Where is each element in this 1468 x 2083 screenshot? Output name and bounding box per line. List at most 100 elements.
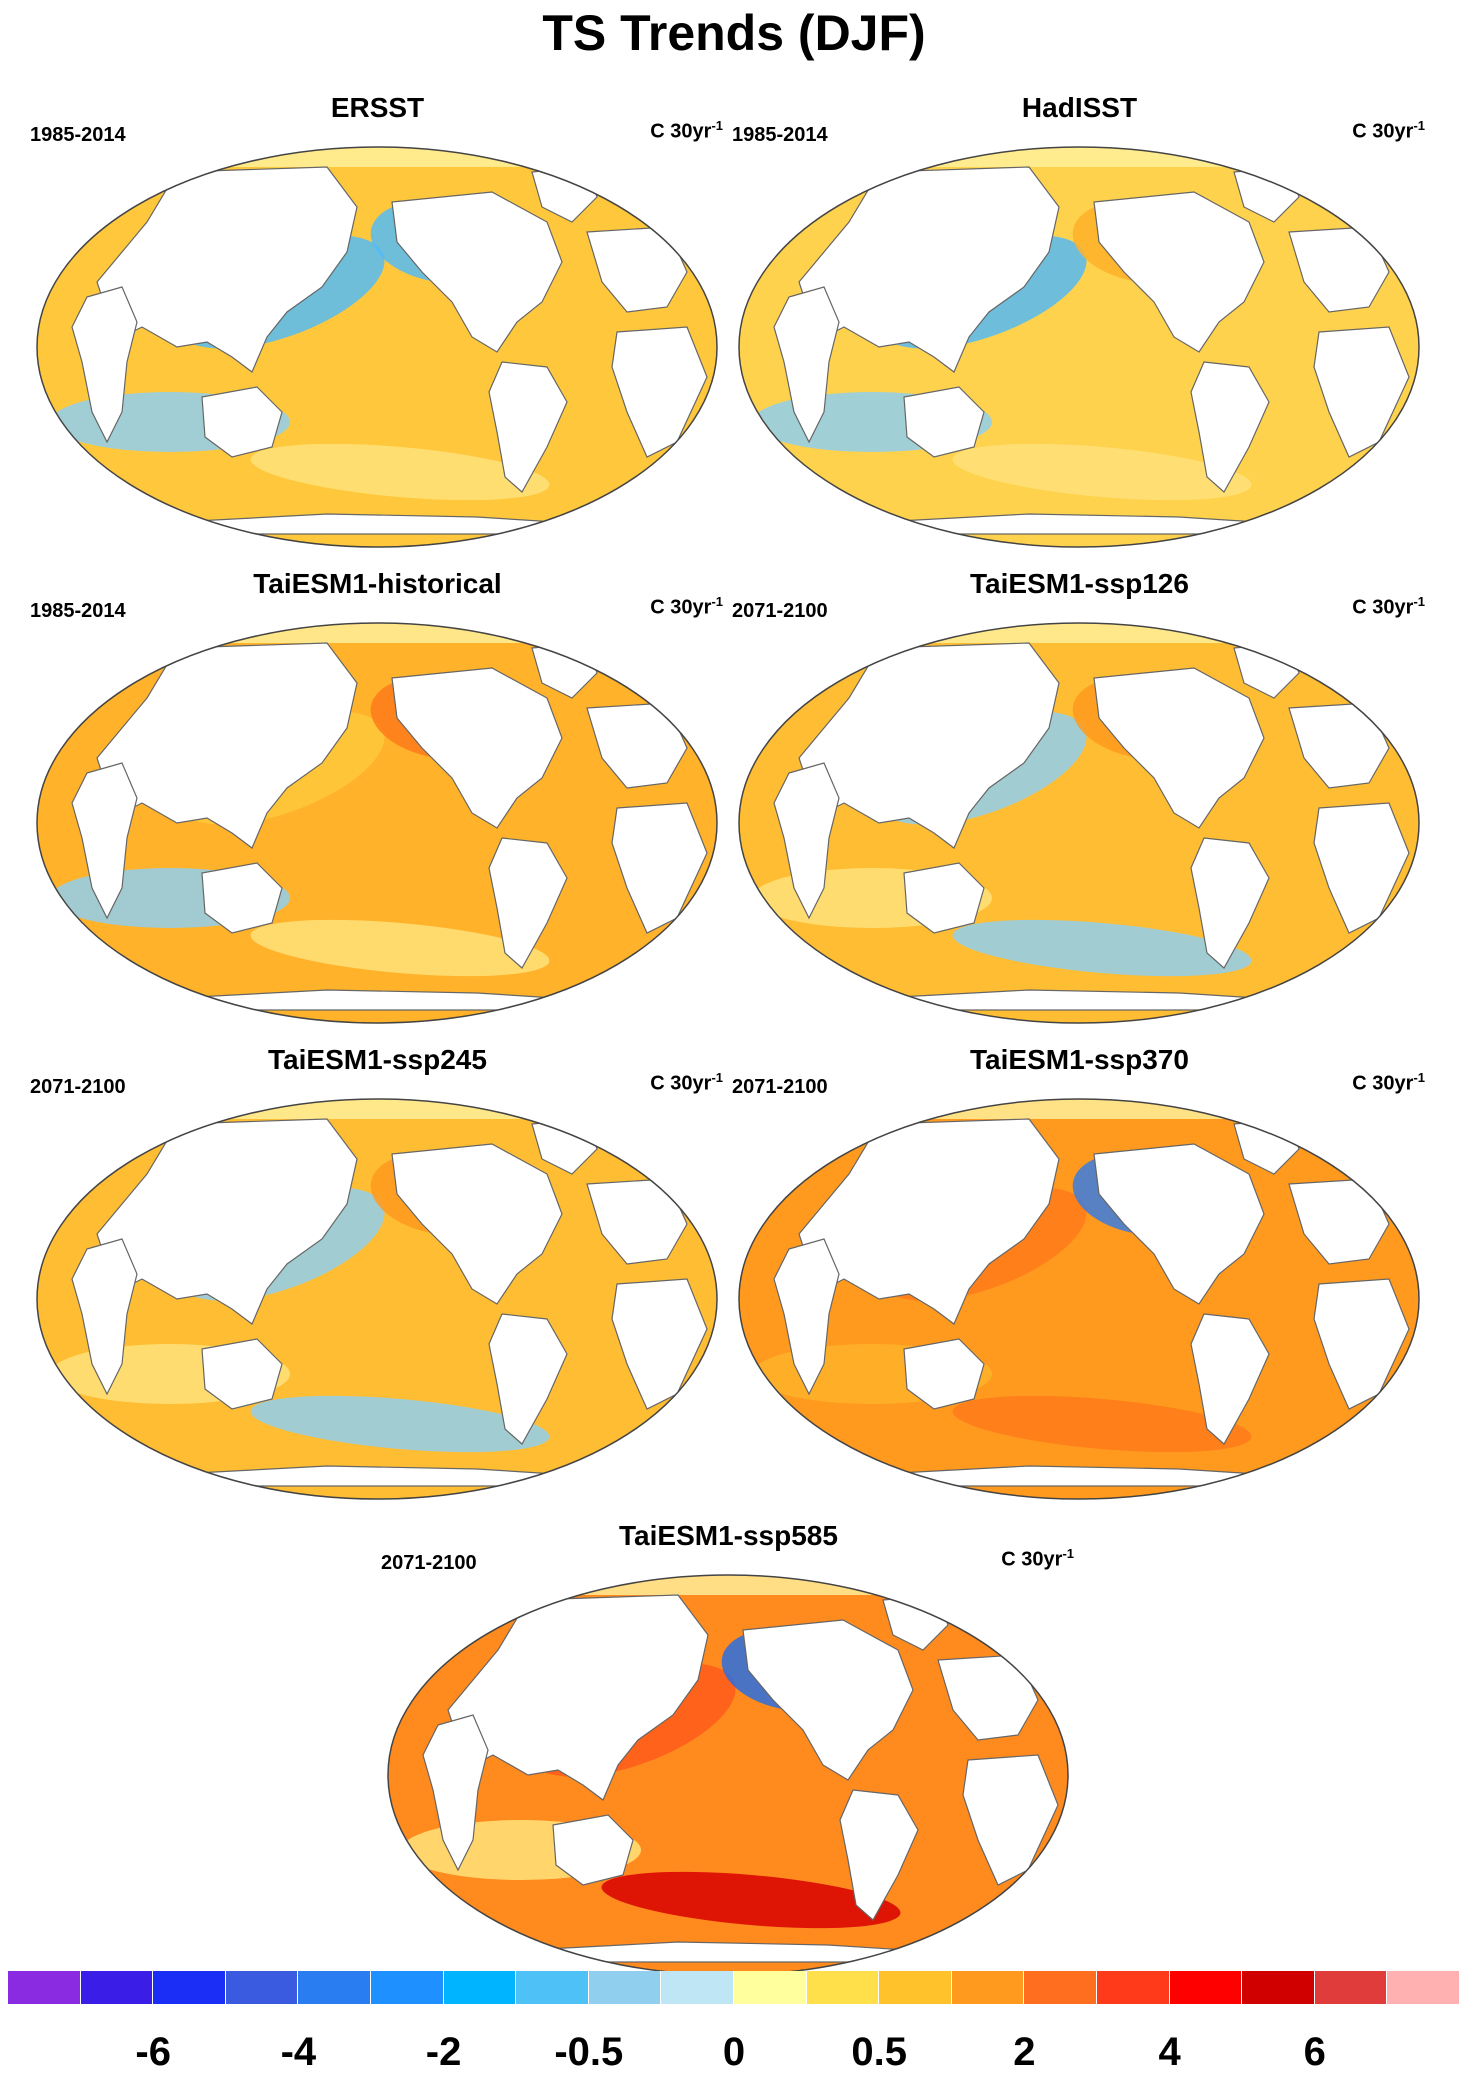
period-label: 2071-2100 [732, 600, 828, 622]
period-label: 1985-2014 [30, 600, 126, 622]
map-panel: TaiESM1-ssp245 2071-2100 C 30yr-1 [20, 1044, 735, 1514]
robinson-map [387, 1574, 1069, 1976]
map-panel: TaiESM1-historical 1985-2014 C 30yr-1 [20, 568, 735, 1038]
period-label: 2071-2100 [732, 1076, 828, 1098]
land-asia [96, 166, 358, 373]
panel-title: HadISST [1021, 92, 1138, 123]
robinson-map [36, 622, 718, 1024]
robinson-map [36, 1098, 718, 1500]
colorbar-box [8, 1971, 81, 2004]
land-australia [903, 386, 985, 458]
land-africa [422, 1714, 489, 1872]
land-australia [903, 1338, 985, 1410]
anomaly-region [250, 1395, 550, 1453]
panel-title: TaiESM1-ssp370 [970, 1044, 1189, 1075]
map-panel: HadISST 1985-2014 C 30yr-1 [722, 92, 1437, 562]
land-samerica [1190, 837, 1270, 969]
land-namerica [1093, 191, 1265, 353]
colorbar-box [225, 1971, 299, 2004]
land-africa2 [1313, 802, 1410, 934]
land-africa2 [611, 802, 708, 934]
anomaly-region [952, 443, 1252, 501]
colorbar-box [80, 1971, 154, 2004]
arctic-band [739, 147, 1419, 167]
land-africa2 [1313, 1278, 1410, 1410]
units-label: C 30yr-1 [1352, 594, 1425, 619]
units-label: C 30yr-1 [650, 118, 723, 143]
colorbar-box [1387, 1971, 1460, 2004]
land-africa2 [1313, 326, 1410, 458]
map-border [36, 146, 718, 548]
panel-title: ERSST [330, 92, 425, 123]
colorbar-tick-label: 6 [1303, 2030, 1326, 2074]
colorbar-tick-label: -4 [280, 2030, 317, 2074]
land-asia [96, 1118, 358, 1325]
colorbar-box [733, 1971, 807, 2004]
period-label: 2071-2100 [381, 1552, 477, 1574]
land-asia [447, 1594, 709, 1801]
land-asia [798, 166, 1060, 373]
colorbar-box [588, 1971, 662, 2004]
land-samerica [488, 1313, 568, 1445]
land-namerica [391, 1143, 563, 1305]
units-label: C 30yr-1 [650, 1070, 723, 1095]
arctic-band [739, 1099, 1419, 1119]
land-africa2 [962, 1754, 1059, 1886]
land-africa [71, 1238, 138, 1396]
colorbar-box [806, 1971, 880, 2004]
anomaly-region [952, 1395, 1252, 1453]
period-label: 1985-2014 [30, 124, 126, 146]
land-namerica [742, 1619, 914, 1781]
colorbar-box [661, 1971, 734, 2004]
colorbar-box [1314, 1971, 1388, 2004]
panel-title: TaiESM1-ssp245 [268, 1044, 487, 1075]
anomaly-region [250, 443, 550, 501]
units-label: C 30yr-1 [1001, 1546, 1074, 1571]
arctic-band [37, 147, 717, 167]
land-africa [773, 1238, 840, 1396]
map-panel: TaiESM1-ssp585 2071-2100 C 30yr-1 [371, 1520, 1086, 1990]
panel-title: TaiESM1-historical [253, 568, 502, 599]
colorbar-box [951, 1971, 1025, 2004]
colorbar [8, 1971, 1460, 2004]
units-label: C 30yr-1 [1352, 1070, 1425, 1095]
units-label: C 30yr-1 [650, 594, 723, 619]
land-samerica [488, 837, 568, 969]
map-border [738, 1098, 1420, 1500]
colorbar-box [1096, 1971, 1170, 2004]
anomaly-region [952, 919, 1252, 977]
land-africa2 [611, 1278, 708, 1410]
land-australia [201, 386, 283, 458]
period-label: 2071-2100 [30, 1076, 126, 1098]
units-label: C 30yr-1 [1352, 118, 1425, 143]
map-border [36, 1098, 718, 1500]
land-africa [773, 286, 840, 444]
map-panel: TaiESM1-ssp370 2071-2100 C 30yr-1 [722, 1044, 1437, 1514]
land-samerica [1190, 1313, 1270, 1445]
land-samerica [488, 361, 568, 493]
map-border [36, 622, 718, 1024]
land-namerica [1093, 667, 1265, 829]
land-africa [71, 286, 138, 444]
anomaly-region [601, 1871, 901, 1929]
land-namerica [391, 191, 563, 353]
robinson-map [738, 1098, 1420, 1500]
land-australia [552, 1814, 634, 1886]
land-asia [798, 1118, 1060, 1325]
land-australia [201, 1338, 283, 1410]
land-africa2 [611, 326, 708, 458]
land-namerica [391, 667, 563, 829]
colorbar-tick-label: 0 [722, 2030, 746, 2074]
colorbar-box [153, 1971, 226, 2004]
robinson-map [738, 146, 1420, 548]
colorbar-box [1024, 1971, 1097, 2004]
land-australia [201, 862, 283, 934]
land-africa [71, 762, 138, 920]
colorbar-box [443, 1971, 517, 2004]
anomaly-region [250, 919, 550, 977]
arctic-band [739, 623, 1419, 643]
land-samerica [839, 1789, 919, 1921]
colorbar-box [370, 1971, 444, 2004]
colorbar-box [298, 1971, 371, 2004]
map-panel: TaiESM1-ssp126 2071-2100 C 30yr-1 [722, 568, 1437, 1038]
